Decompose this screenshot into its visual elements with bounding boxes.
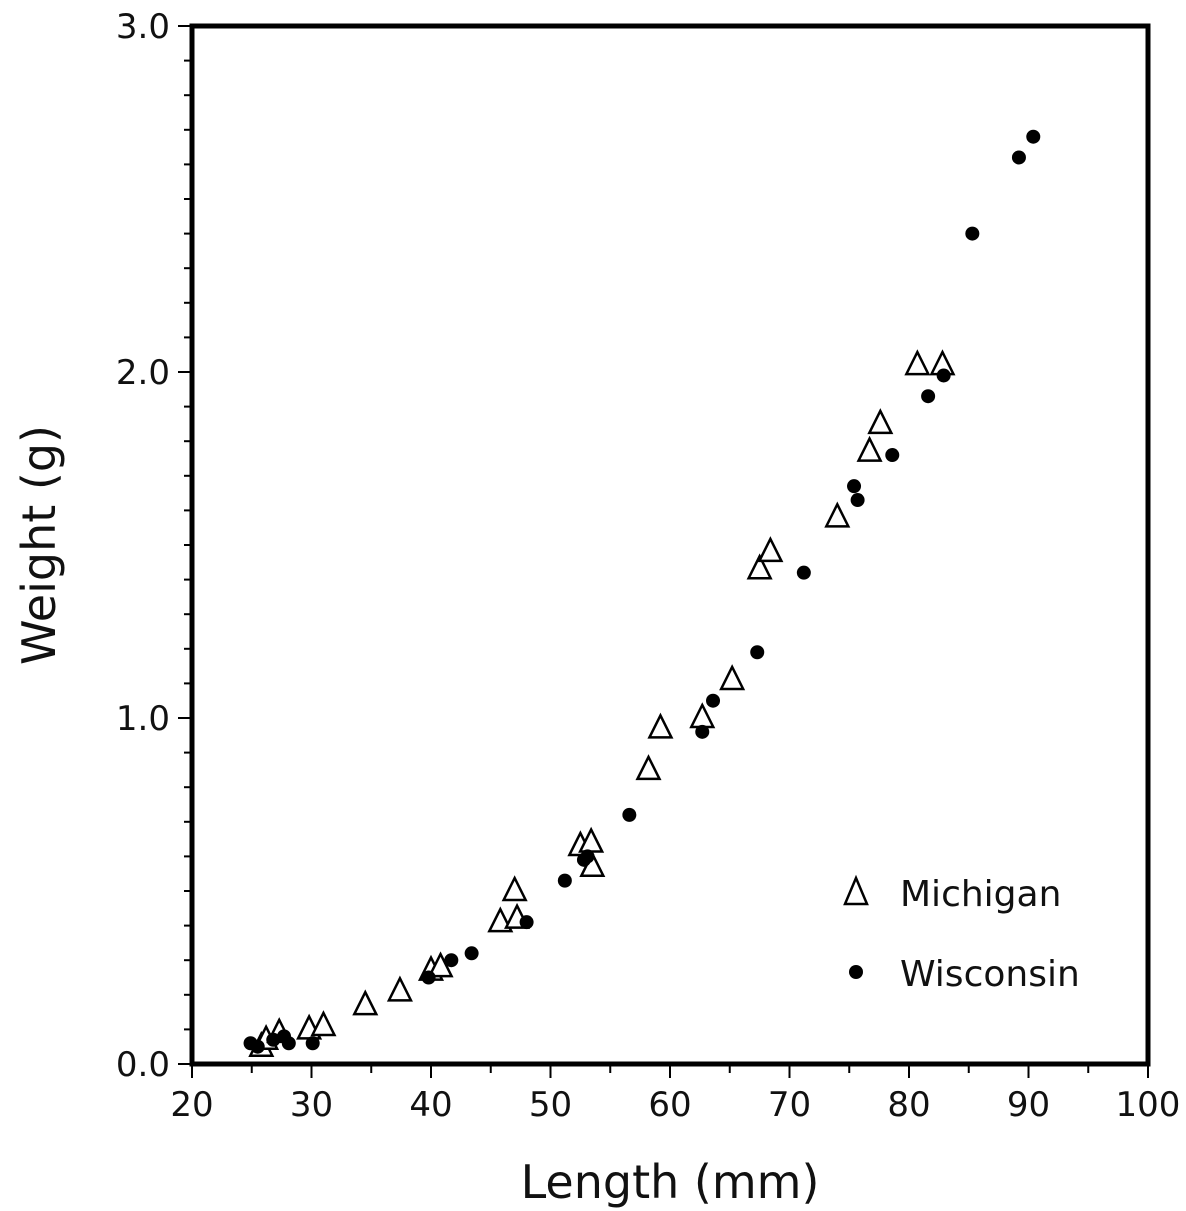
data-point-wisconsin bbox=[580, 849, 595, 864]
data-point-wisconsin bbox=[305, 1036, 320, 1051]
legend-marker-michigan bbox=[843, 874, 869, 906]
x-tick-label: 70 bbox=[768, 1085, 811, 1125]
data-point-wisconsin bbox=[622, 807, 637, 822]
data-point-michigan bbox=[904, 349, 931, 376]
data-point-michigan bbox=[719, 664, 746, 691]
y-tick-label: 1.0 bbox=[116, 699, 170, 739]
data-point-wisconsin bbox=[1026, 129, 1041, 144]
data-point-wisconsin bbox=[444, 953, 459, 968]
x-tick-label: 60 bbox=[648, 1085, 691, 1125]
data-point-michigan bbox=[427, 951, 454, 978]
data-point-wisconsin bbox=[557, 873, 572, 888]
data-point-wisconsin bbox=[695, 724, 710, 739]
data-point-wisconsin bbox=[936, 368, 951, 383]
x-tick-label: 90 bbox=[1007, 1085, 1050, 1125]
data-point-michigan bbox=[635, 754, 662, 781]
y-tick-label: 3.0 bbox=[116, 7, 170, 47]
data-point-wisconsin bbox=[1011, 150, 1026, 165]
x-axis-label: Length (mm) bbox=[521, 1155, 820, 1209]
data-point-wisconsin bbox=[965, 226, 980, 241]
x-tick-label: 20 bbox=[170, 1085, 213, 1125]
data-point-michigan bbox=[867, 408, 894, 435]
data-points bbox=[243, 129, 1041, 1057]
y-axis-label: Weight (g) bbox=[12, 425, 66, 665]
x-tick-label: 100 bbox=[1116, 1085, 1181, 1125]
tick-labels: 20 30 40 50 60 70 80 90 100 0.0 1.0 2.0 3.0 bbox=[116, 7, 1181, 1125]
data-point-wisconsin bbox=[281, 1036, 296, 1051]
legend-label-michigan: Michigan bbox=[900, 874, 1061, 915]
legend: Michigan Wisconsin bbox=[843, 874, 1080, 995]
data-point-michigan bbox=[352, 989, 379, 1016]
data-point-wisconsin bbox=[750, 645, 765, 660]
data-point-wisconsin bbox=[885, 448, 900, 463]
data-point-wisconsin bbox=[519, 915, 534, 930]
data-point-michigan bbox=[746, 553, 773, 580]
data-point-wisconsin bbox=[796, 565, 811, 580]
data-point-michigan bbox=[824, 501, 851, 528]
data-point-wisconsin bbox=[250, 1039, 265, 1054]
data-point-wisconsin bbox=[921, 389, 936, 404]
data-point-wisconsin bbox=[847, 479, 862, 494]
data-point-wisconsin bbox=[464, 946, 479, 961]
plot-frame bbox=[189, 23, 1151, 1067]
y-tick-label: 2.0 bbox=[116, 353, 170, 393]
data-point-wisconsin bbox=[266, 1032, 281, 1047]
data-point-michigan bbox=[757, 536, 784, 563]
data-point-wisconsin bbox=[850, 493, 865, 508]
data-point-wisconsin bbox=[706, 693, 721, 708]
x-tick-label: 80 bbox=[887, 1085, 930, 1125]
x-tick-label: 50 bbox=[529, 1085, 572, 1125]
data-point-michigan bbox=[501, 875, 528, 902]
data-point-michigan bbox=[386, 975, 413, 1002]
data-point-michigan bbox=[856, 435, 883, 462]
y-tick-label: 0.0 bbox=[116, 1045, 170, 1085]
x-tick-label: 30 bbox=[290, 1085, 333, 1125]
legend-label-wisconsin: Wisconsin bbox=[900, 954, 1080, 995]
data-point-michigan bbox=[647, 712, 674, 739]
data-point-michigan bbox=[310, 1010, 337, 1037]
legend-marker-wisconsin bbox=[849, 965, 863, 979]
x-tick-label: 40 bbox=[409, 1085, 452, 1125]
data-point-wisconsin bbox=[421, 970, 436, 985]
